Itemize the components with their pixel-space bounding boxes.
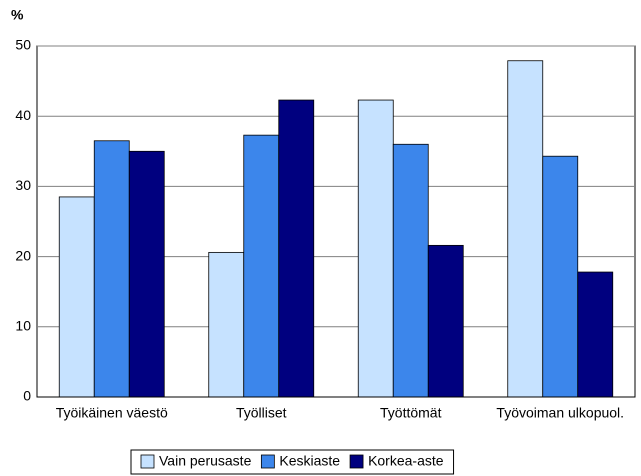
y-axis-label: % <box>11 7 24 23</box>
bar <box>392 143 429 398</box>
y-tick-label: 0 <box>23 388 31 404</box>
x-tick-label: Työlliset <box>236 405 287 421</box>
bar <box>577 271 614 398</box>
legend-label: Vain perusaste <box>159 453 252 469</box>
bar <box>243 134 280 398</box>
legend-label: Keskiaste <box>279 453 340 469</box>
y-tick-label: 20 <box>15 247 31 263</box>
legend-swatch <box>260 454 275 469</box>
legend-box <box>130 449 455 475</box>
bar <box>507 60 544 398</box>
bar <box>427 244 464 398</box>
x-tick-label: Työvoiman ulkopuol. <box>496 405 624 421</box>
bar <box>93 140 130 398</box>
bar <box>208 251 245 398</box>
bar <box>357 99 394 398</box>
bar <box>58 196 95 398</box>
y-tick-label: 40 <box>15 107 31 123</box>
x-tick-label: Työttömät <box>380 405 442 421</box>
bar <box>278 99 315 398</box>
y-tick-label: 50 <box>15 37 31 53</box>
legend: Vain perusaste Keskiaste Korkea-aste <box>130 449 455 475</box>
bar <box>542 155 579 398</box>
y-tick-label: 10 <box>15 318 31 334</box>
legend-swatch <box>349 454 364 469</box>
y-tick-label: 30 <box>15 177 31 193</box>
x-tick-label: Työikäinen väestö <box>56 405 168 421</box>
bar <box>128 150 165 398</box>
legend-swatch <box>140 454 155 469</box>
legend-label: Korkea-aste <box>368 453 444 469</box>
